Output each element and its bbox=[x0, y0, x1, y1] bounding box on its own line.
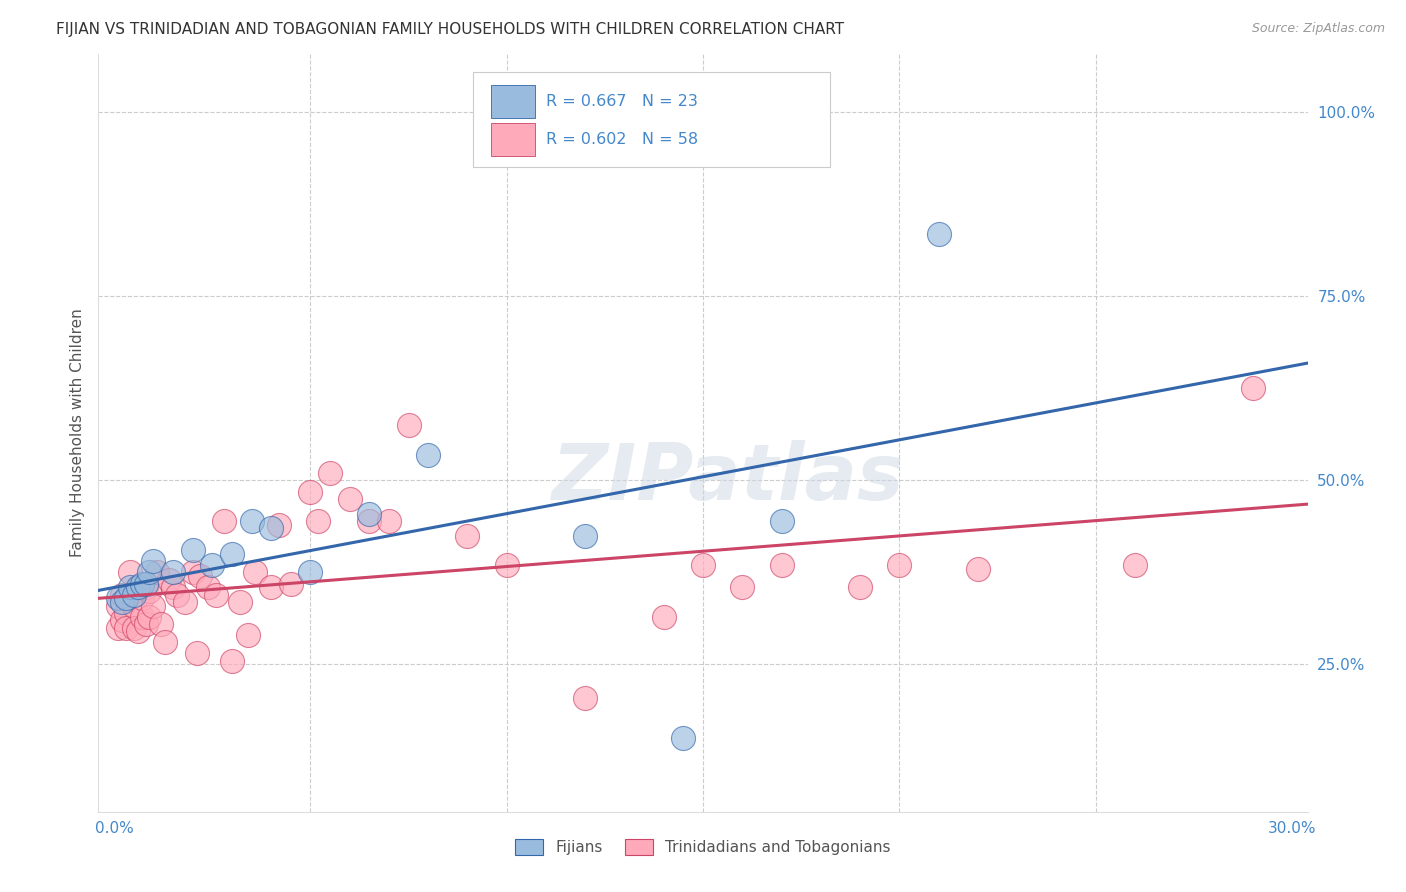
Point bbox=[260, 521, 283, 535]
Point bbox=[115, 606, 138, 620]
Point bbox=[131, 609, 153, 624]
Point bbox=[153, 635, 176, 649]
Point bbox=[889, 558, 911, 573]
Point bbox=[398, 418, 420, 433]
Text: Source: ZipAtlas.com: Source: ZipAtlas.com bbox=[1251, 22, 1385, 36]
Point bbox=[731, 580, 754, 594]
Point bbox=[205, 588, 228, 602]
Point bbox=[307, 514, 329, 528]
Point bbox=[162, 580, 184, 594]
Point bbox=[201, 558, 224, 573]
Point bbox=[107, 591, 129, 606]
Point bbox=[299, 566, 322, 580]
Point bbox=[138, 609, 160, 624]
Point bbox=[1123, 558, 1146, 573]
Point bbox=[378, 514, 401, 528]
Point bbox=[146, 566, 169, 580]
Text: R = 0.667   N = 23: R = 0.667 N = 23 bbox=[546, 94, 697, 109]
Point bbox=[770, 558, 793, 573]
Point bbox=[966, 562, 988, 576]
Point bbox=[359, 507, 381, 521]
Point bbox=[107, 599, 129, 613]
Point bbox=[770, 514, 793, 528]
Point bbox=[111, 595, 134, 609]
Point bbox=[212, 514, 235, 528]
Point bbox=[221, 547, 243, 561]
Point bbox=[107, 621, 129, 635]
Point bbox=[118, 588, 141, 602]
FancyBboxPatch shape bbox=[474, 72, 830, 168]
Point bbox=[138, 566, 160, 580]
Legend: Fijians, Trinidadians and Tobagonians: Fijians, Trinidadians and Tobagonians bbox=[509, 833, 897, 861]
Point bbox=[111, 613, 134, 627]
Point bbox=[135, 576, 157, 591]
Point bbox=[131, 591, 153, 606]
Point bbox=[197, 580, 219, 594]
Point bbox=[245, 566, 267, 580]
Point bbox=[138, 583, 160, 598]
Point bbox=[122, 599, 145, 613]
Point bbox=[142, 554, 165, 568]
Point bbox=[135, 580, 157, 594]
Point bbox=[157, 573, 180, 587]
Point bbox=[652, 609, 675, 624]
Point bbox=[166, 588, 188, 602]
Point bbox=[359, 514, 381, 528]
Point bbox=[142, 599, 165, 613]
Point bbox=[127, 580, 149, 594]
Point bbox=[162, 566, 184, 580]
Text: ZIPatlas: ZIPatlas bbox=[551, 440, 903, 516]
Point bbox=[122, 621, 145, 635]
Point bbox=[236, 628, 259, 642]
Point bbox=[150, 617, 173, 632]
Point bbox=[574, 690, 596, 705]
Point bbox=[181, 566, 204, 580]
Point bbox=[495, 558, 517, 573]
Point bbox=[267, 517, 290, 532]
Point bbox=[127, 580, 149, 594]
Y-axis label: Family Households with Children: Family Households with Children bbox=[69, 309, 84, 557]
Point bbox=[418, 448, 440, 462]
Text: FIJIAN VS TRINIDADIAN AND TOBAGONIAN FAMILY HOUSEHOLDS WITH CHILDREN CORRELATION: FIJIAN VS TRINIDADIAN AND TOBAGONIAN FAM… bbox=[56, 22, 845, 37]
Point bbox=[181, 543, 204, 558]
Text: R = 0.602   N = 58: R = 0.602 N = 58 bbox=[546, 132, 697, 146]
Point bbox=[260, 580, 283, 594]
Point bbox=[240, 514, 263, 528]
Point bbox=[339, 491, 361, 506]
Point bbox=[131, 576, 153, 591]
Point bbox=[319, 466, 342, 480]
Point bbox=[115, 621, 138, 635]
Point bbox=[190, 569, 212, 583]
Point bbox=[574, 529, 596, 543]
Point bbox=[928, 227, 950, 241]
Point bbox=[122, 588, 145, 602]
Point bbox=[186, 647, 208, 661]
Point bbox=[118, 580, 141, 594]
Point bbox=[118, 566, 141, 580]
Point bbox=[299, 484, 322, 499]
Point bbox=[672, 731, 695, 745]
Point bbox=[127, 624, 149, 639]
Point bbox=[280, 576, 302, 591]
Point bbox=[221, 654, 243, 668]
FancyBboxPatch shape bbox=[492, 85, 534, 118]
Point bbox=[115, 591, 138, 606]
Point bbox=[229, 595, 252, 609]
Point bbox=[849, 580, 872, 594]
Point bbox=[456, 529, 478, 543]
Point bbox=[111, 588, 134, 602]
Point bbox=[135, 617, 157, 632]
Point bbox=[692, 558, 714, 573]
FancyBboxPatch shape bbox=[492, 122, 534, 156]
Point bbox=[1241, 381, 1264, 395]
Point bbox=[173, 595, 195, 609]
